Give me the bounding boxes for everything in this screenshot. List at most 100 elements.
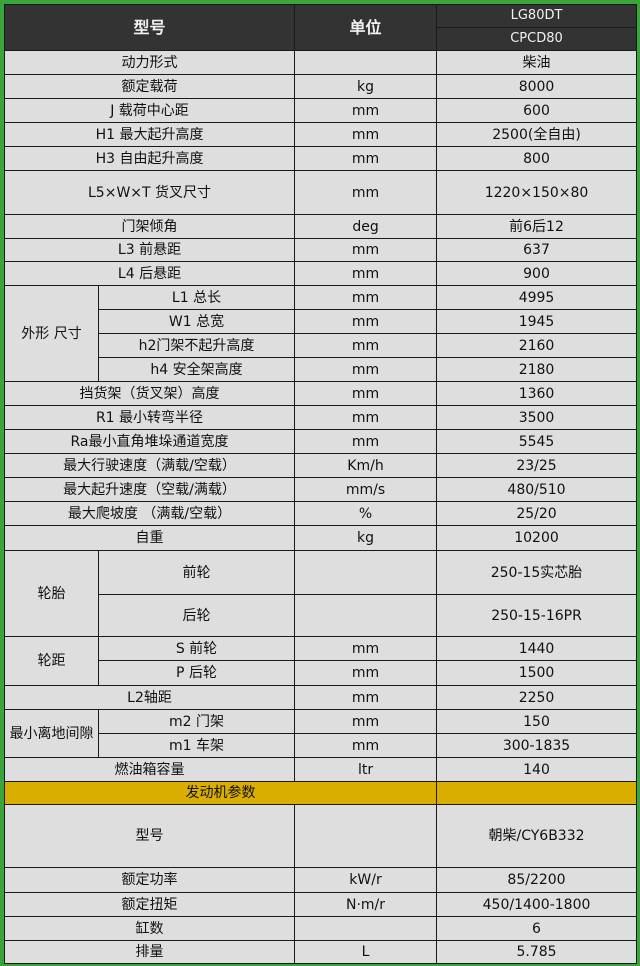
row-unit: ltr	[294, 757, 438, 782]
row-value: 2250	[436, 685, 638, 710]
row-unit: mm	[294, 429, 438, 454]
row-unit	[294, 804, 438, 868]
row-label: 最大爬坡度 （满载/空载）	[3, 501, 296, 526]
row-label: 额定扭矩	[3, 892, 296, 917]
row-label: 最大行驶速度（满载/空载）	[3, 453, 296, 478]
table-row: 挡货架（货叉架）高度 mm 1360	[3, 381, 638, 406]
row-value: 1945	[436, 309, 638, 334]
row-value: 10200	[436, 525, 638, 551]
row-label: 额定载荷	[3, 74, 296, 99]
table-row: H1 最大起升高度 mm 2500(全自由)	[3, 122, 638, 147]
table-row: m1 车架 mm 300-1835	[5, 733, 638, 758]
row-label: 动力形式	[3, 50, 296, 75]
table-row: L5×W×T 货叉尺寸 mm 1220×150×80	[3, 170, 638, 215]
row-value: 5.785	[436, 940, 638, 964]
table-row: R1 最小转弯半径 mm 3500	[3, 405, 638, 430]
spec-table: 型号 单位 LG80DT CPCD80 动力形式 柴油 额定载荷 kg 8000 J 载荷…	[3, 4, 638, 964]
table-row: 自重 kg 10200	[3, 525, 638, 551]
row-label: 后轮	[97, 594, 296, 637]
row-unit: Km/h	[294, 453, 438, 478]
table-row: 额定扭矩 N·m/r 450/1400-1800	[3, 892, 638, 917]
header-model-name-1: LG80DT	[436, 4, 638, 28]
row-unit: mm	[294, 709, 438, 734]
table-row: L4 后悬距 mm 900	[3, 261, 638, 286]
row-value: 柴油	[436, 50, 638, 75]
row-label: 挡货架（货叉架）高度	[3, 381, 296, 406]
table-row: 发动机参数	[3, 781, 638, 805]
row-value: 85/2200	[436, 867, 638, 893]
table-row: 额定载荷 kg 8000	[3, 74, 638, 99]
row-label: 型号	[3, 804, 296, 868]
row-label: H1 最大起升高度	[3, 122, 296, 147]
row-value: 450/1400-1800	[436, 892, 638, 917]
table-row: 最大起升速度（空载/满载） mm/s 480/510	[3, 477, 638, 502]
row-unit: mm	[294, 146, 438, 171]
row-label: 排量	[3, 940, 296, 964]
header-model: 型号	[3, 4, 296, 51]
table-row: P 后轮 mm 1500	[5, 660, 638, 686]
table-row: W1 总宽 mm 1945	[5, 309, 638, 334]
row-label: L2轴距	[3, 685, 296, 710]
row-label: h4 安全架高度	[97, 357, 296, 382]
row-unit: kg	[294, 525, 438, 551]
row-unit: mm	[294, 733, 438, 758]
row-value: 前6后12	[436, 214, 638, 239]
table-row: 最小离地间隙 m2 门架 mm 150	[4, 709, 638, 758]
spec-sheet: 型号 单位 LG80DT CPCD80 动力形式 柴油 额定载荷 kg 8000 J 载荷…	[3, 4, 638, 964]
row-unit: kW/r	[294, 867, 438, 893]
row-unit: mm	[294, 285, 438, 310]
section-title: 发动机参数	[3, 781, 438, 805]
header-model-name-2: CPCD80	[436, 27, 638, 51]
row-value: 8000	[436, 74, 638, 99]
row-label: 门架倾角	[3, 214, 296, 239]
header-unit: 单位	[294, 4, 438, 51]
row-unit: mm	[294, 357, 438, 382]
row-label: 最大起升速度（空载/满载）	[3, 477, 296, 502]
table-row: L3 前悬距 mm 637	[3, 238, 638, 262]
row-label: 自重	[3, 525, 296, 551]
row-unit: mm	[294, 170, 438, 215]
row-value: 300-1835	[436, 733, 638, 758]
row-label: H3 自由起升高度	[3, 146, 296, 171]
table-row: 排量 L 5.785	[3, 940, 638, 964]
row-label: 燃油箱容量	[3, 757, 296, 782]
row-value: 1360	[436, 381, 638, 406]
row-unit: N·m/r	[294, 892, 438, 917]
row-label: W1 总宽	[97, 309, 296, 334]
table-row: L2轴距 mm 2250	[3, 685, 638, 710]
group-label: 外形 尺寸	[4, 285, 99, 382]
row-value: 480/510	[436, 477, 638, 502]
row-unit: mm	[294, 660, 438, 686]
row-label: P 后轮	[97, 660, 296, 686]
row-label: R1 最小转弯半径	[3, 405, 296, 430]
table-row: 额定功率 kW/r 85/2200	[3, 867, 638, 893]
table-row: J 载荷中心距 mm 600	[3, 98, 638, 123]
row-value: 2160	[436, 333, 638, 358]
row-value: 4995	[436, 285, 638, 310]
row-unit: mm	[294, 333, 438, 358]
table-row: 门架倾角 deg 前6后12	[3, 214, 638, 239]
row-unit: mm	[294, 98, 438, 123]
row-value: 3500	[436, 405, 638, 430]
row-value: 250-15-16PR	[436, 594, 638, 637]
row-value: 140	[436, 757, 638, 782]
table-row: 动力形式 柴油	[3, 50, 638, 75]
row-label: 缸数	[3, 916, 296, 941]
row-unit: kg	[294, 74, 438, 99]
row-unit: %	[294, 501, 438, 526]
row-unit	[294, 594, 438, 637]
row-value: 6	[436, 916, 638, 941]
table-row: 最大行驶速度（满载/空载） Km/h 23/25	[3, 453, 638, 478]
table-row: h2门架不起升高度 mm 2160	[5, 333, 638, 358]
section-empty-cell	[436, 781, 638, 805]
table-row: 轮胎 前轮 250-15实芯胎	[4, 550, 638, 637]
table-row: 型号 朝柴/CY6B332	[3, 804, 638, 868]
row-unit: mm/s	[294, 477, 438, 502]
row-value: 900	[436, 261, 638, 286]
table-row: 燃油箱容量 ltr 140	[3, 757, 638, 782]
row-label: L5×W×T 货叉尺寸	[3, 170, 296, 215]
row-label: 额定功率	[3, 867, 296, 893]
row-label: 前轮	[97, 550, 296, 595]
row-unit: mm	[294, 405, 438, 430]
row-value: 1500	[436, 660, 638, 686]
